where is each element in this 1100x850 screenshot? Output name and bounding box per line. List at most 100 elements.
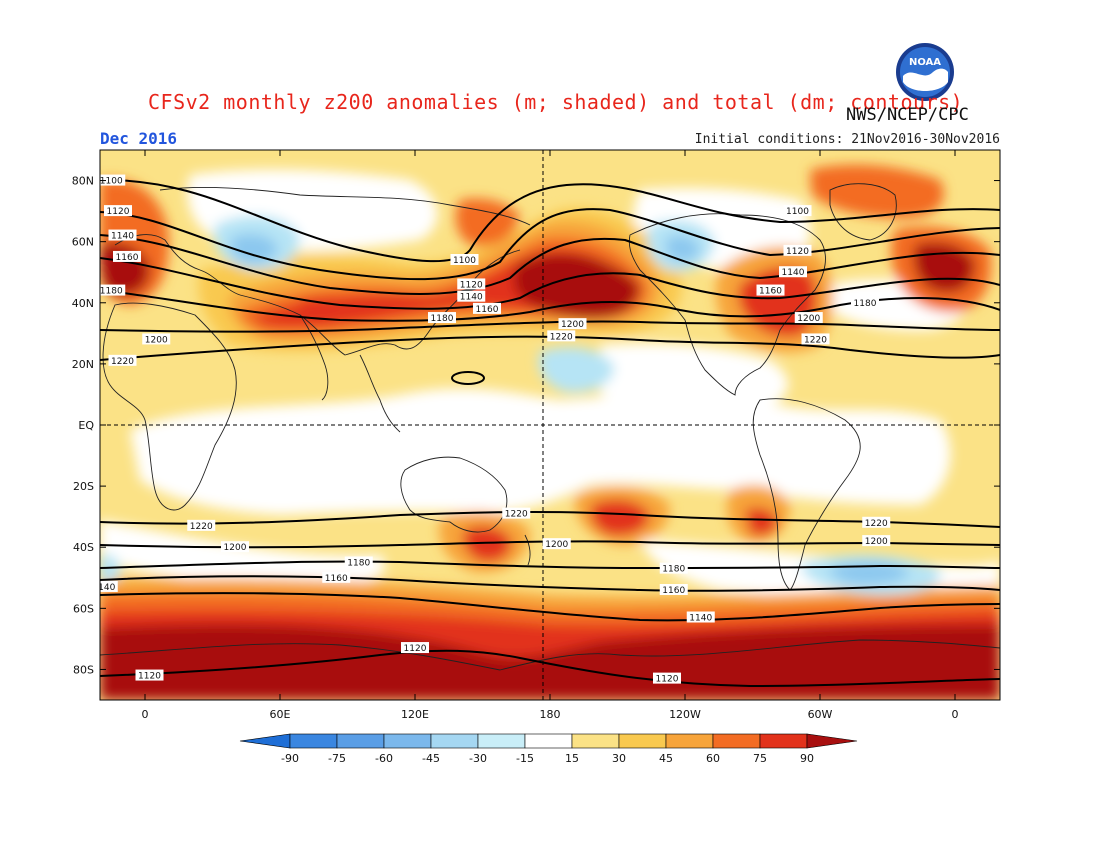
warm-anomaly — [745, 508, 778, 536]
contour-label: 1200 — [224, 543, 247, 553]
contour-label-box — [221, 541, 249, 553]
contour-1220 — [100, 335, 1000, 361]
cold-anomaly — [665, 235, 700, 262]
contour-1160-south — [100, 575, 1000, 592]
colorbar-swatch — [618, 733, 667, 749]
contour-label: 1140 — [782, 268, 805, 278]
contour-1160 — [100, 257, 1000, 310]
colorbar: -90 -75 -60 -45 -30 -15 15 30 45 60 75 90 — [239, 733, 858, 765]
coastline-australia — [400, 456, 508, 533]
agency-label: NWS/NCEP/CPC — [846, 105, 969, 125]
contour-1140 — [100, 234, 1000, 295]
latitude-axis: 80N 60N 40N 20N EQ 20S 40S 60S 80S — [72, 175, 1000, 676]
contour-label-box — [322, 571, 351, 583]
colorbar-swatch — [289, 733, 338, 749]
lat-tick-label: 80S — [73, 663, 94, 676]
colorbar-swatch — [383, 733, 432, 749]
chart-title: CFSv2 monthly z200 anomalies (m; shaded)… — [148, 90, 964, 114]
colorbar-level-label: 45 — [659, 752, 673, 765]
coastline-namerica — [628, 213, 826, 396]
cold-anomaly — [100, 554, 121, 584]
cold-anomaly — [538, 347, 615, 393]
lat-tick-label: 20S — [73, 480, 94, 493]
colorbar-level-label: -90 — [281, 752, 299, 765]
contour-label: 1180 — [347, 559, 370, 569]
contour-1100 — [100, 178, 1000, 263]
contour-label-box — [473, 302, 501, 314]
lat-tick-label: 60N — [72, 236, 94, 249]
lat-tick-label: 20N — [72, 358, 94, 371]
warm-anomaly — [463, 526, 512, 562]
lon-tick-label: 60W — [808, 708, 833, 721]
contour-label: 1220 — [550, 332, 573, 342]
coastline-antarctica — [100, 639, 1000, 671]
lat-tick-label: 60S — [73, 602, 94, 615]
contour-label: 140 — [98, 583, 115, 593]
contour-label: 1100 — [100, 177, 123, 187]
contour-label: 1160 — [759, 287, 782, 297]
contour-label: 1180 — [431, 314, 454, 324]
lon-tick-label: 0 — [142, 708, 149, 721]
contour-label: 1100 — [786, 207, 809, 217]
contour-label-box — [783, 205, 812, 217]
colorbar-arrow-left — [239, 733, 291, 749]
contour-label: 1160 — [476, 305, 499, 315]
coastline-newzealand — [524, 534, 531, 566]
contour-1140-south — [100, 592, 1000, 622]
contour-label-layer: 1100112011401160118012001220110011201140… — [98, 174, 891, 685]
contour-label: 1180 — [854, 299, 877, 309]
contour-label-box — [558, 318, 587, 330]
colorbar-swatch — [665, 733, 714, 749]
contour-label-box — [686, 611, 715, 623]
neutral-zone — [600, 343, 789, 410]
contour-label-box — [108, 354, 137, 366]
contour-label: 1200 — [545, 540, 568, 550]
coastline-africa — [102, 302, 237, 511]
contour-label: 1120 — [786, 247, 809, 257]
contour-label-box — [502, 507, 531, 519]
contour-label: 1180 — [662, 565, 685, 575]
colorbar-swatch — [712, 733, 761, 749]
initial-conditions: Initial conditions: 21Nov2016-30Nov2016 — [694, 132, 1000, 147]
anomaly-shading: 1100112011401160118012001220110011201140… — [98, 150, 1000, 700]
neutral-zone — [130, 388, 951, 515]
contour-label-box — [104, 205, 132, 217]
longitude-axis: 0 60E 120E 180 120W 60W 0 — [142, 150, 959, 721]
warm-anomaly — [590, 499, 650, 536]
lon-tick-label: 120E — [401, 708, 429, 721]
contour-label: 1220 — [505, 510, 528, 520]
contour-1180-south — [100, 560, 1000, 570]
coastlines — [100, 183, 1000, 671]
contour-label-box — [862, 535, 891, 547]
colorbar-level-label: 15 — [565, 752, 579, 765]
contour-label-box — [428, 312, 456, 324]
colorbar-level-label: -30 — [469, 752, 487, 765]
contour-1120-south — [100, 649, 1000, 688]
contour-label-box — [100, 580, 118, 592]
closed-contour — [451, 371, 485, 385]
contour-label-box — [100, 174, 126, 186]
coastline-india — [299, 314, 329, 401]
coastline-siberia — [159, 187, 531, 226]
contour-label-box — [659, 584, 688, 595]
warm-anomaly — [810, 164, 944, 219]
contour-label: 1220 — [111, 357, 134, 367]
contour-label: 1160 — [325, 574, 348, 584]
contour-label: 1140 — [460, 293, 483, 303]
contour-label: 1120 — [138, 672, 161, 682]
contour-label-box — [401, 642, 429, 654]
forecast-month: Dec 2016 — [100, 129, 178, 148]
colorbar-arrow-right — [806, 733, 858, 749]
warm-anomaly — [100, 624, 1000, 700]
contour-label-box — [542, 538, 571, 550]
colorbar-level-label: 75 — [753, 752, 767, 765]
lon-tick-label: 0 — [952, 708, 959, 721]
contour-label-box — [187, 519, 216, 531]
contour-label-box — [653, 672, 681, 684]
contour-label-box — [100, 284, 126, 296]
contour-label-box — [547, 330, 576, 342]
colorbar-swatch — [524, 733, 573, 749]
lat-tick-label: 40N — [72, 297, 94, 310]
contour-label-box — [457, 278, 486, 290]
